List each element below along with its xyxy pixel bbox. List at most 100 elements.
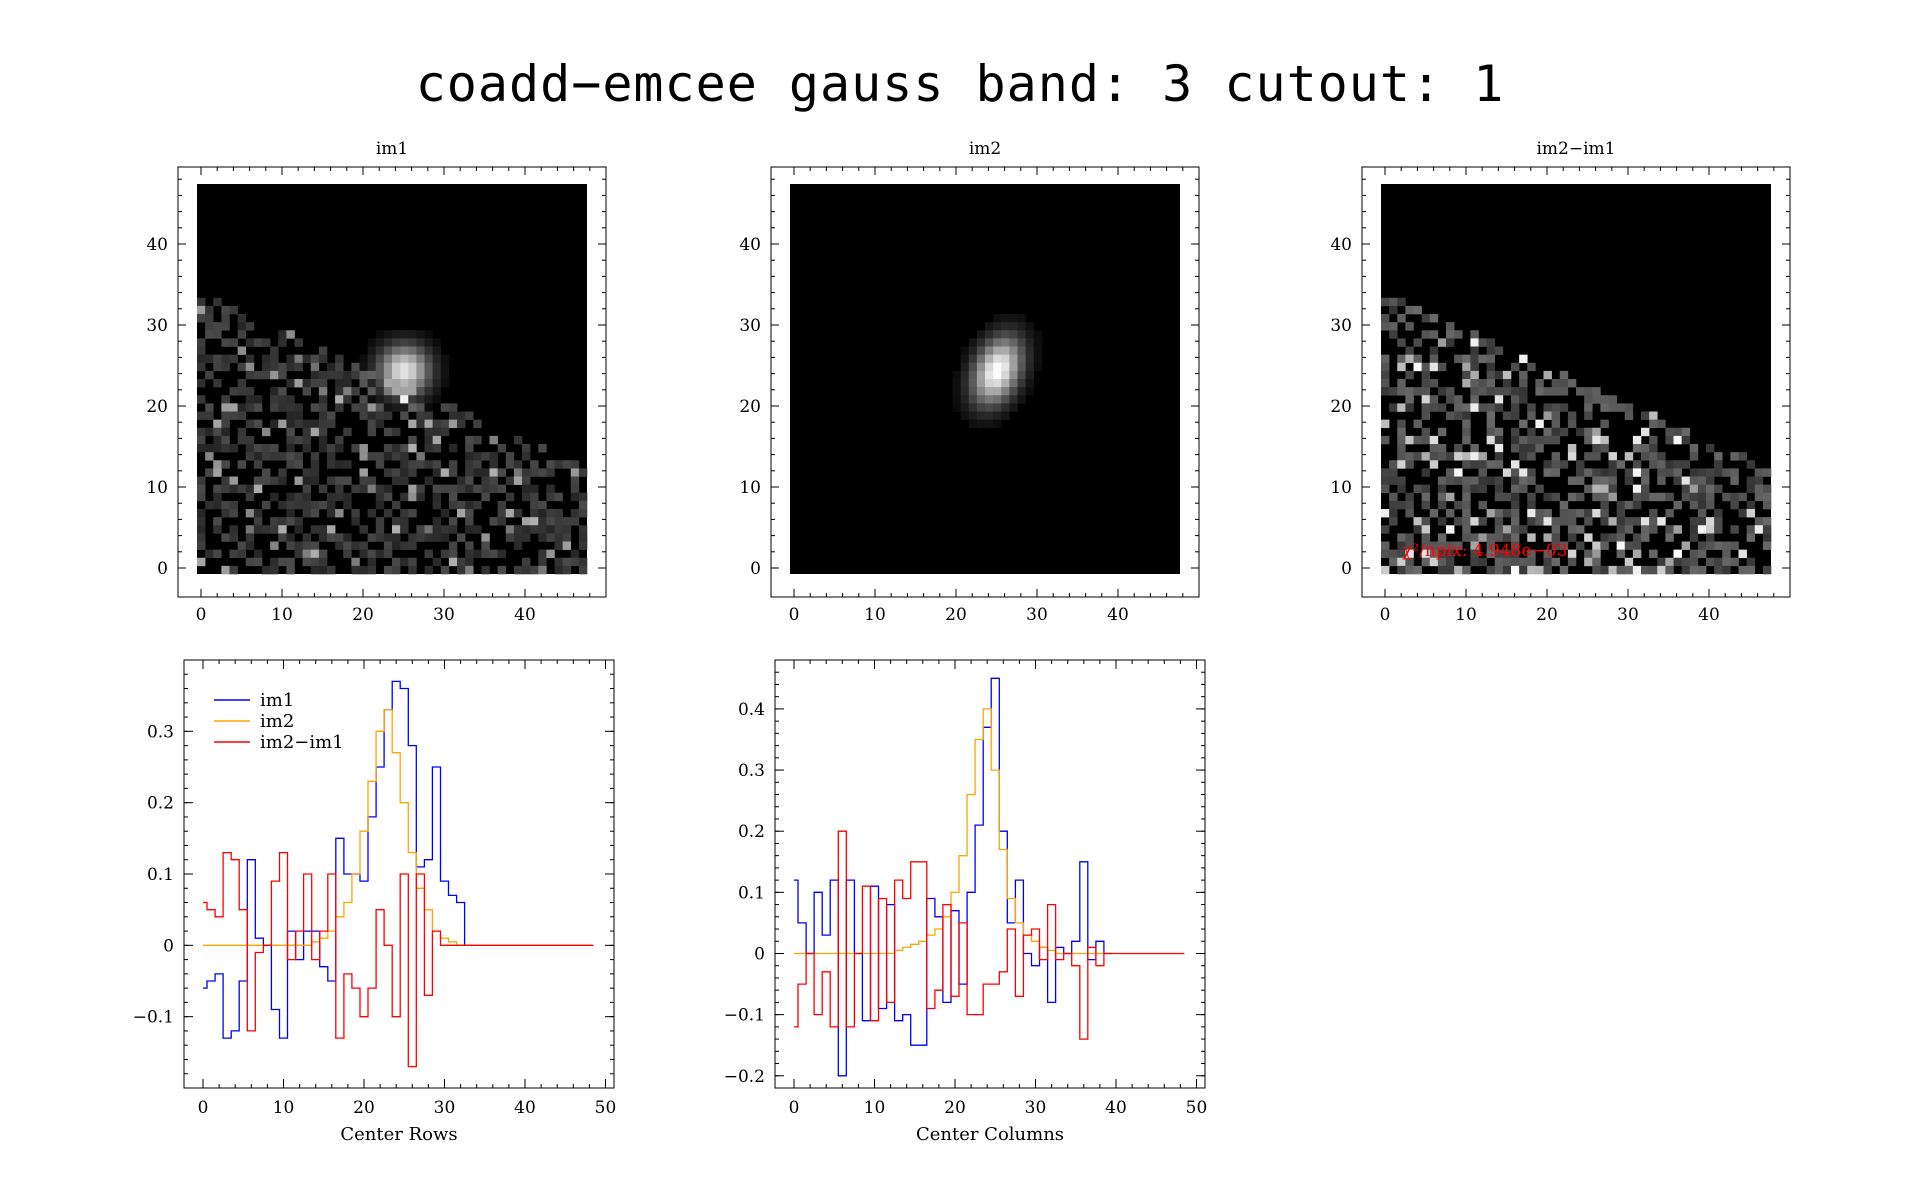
image-pixel: [327, 419, 336, 429]
image-pixel: [1009, 330, 1018, 339]
image-pixel: [513, 565, 523, 575]
image-pixel: [448, 541, 458, 550]
image-pixel: [465, 468, 474, 477]
image-pixel: [1454, 330, 1463, 339]
image-pixel: [1462, 362, 1471, 372]
x-tick-label: 30: [433, 605, 455, 625]
image-pixel: [1446, 322, 1455, 331]
image-pixel: [359, 354, 368, 364]
image-pixel: [1592, 427, 1601, 437]
image-pixel: [302, 549, 312, 559]
image-pixel: [1697, 476, 1707, 485]
image-pixel: [343, 379, 352, 388]
image-pixel: [1624, 525, 1634, 534]
image-pixel: [1454, 403, 1463, 412]
image-pixel: [367, 484, 377, 494]
image-pixel: [1405, 387, 1414, 396]
image-pixel: [408, 338, 417, 347]
image-pixel: [213, 492, 222, 502]
image-pixel: [546, 492, 555, 502]
image-pixel: [1535, 517, 1544, 526]
image-pixel: [1470, 484, 1479, 494]
image-pixel: [1421, 379, 1431, 388]
image-pixel: [1543, 533, 1552, 542]
image-pixel: [392, 533, 401, 542]
image-pixel: [278, 500, 287, 510]
image-pixel: [562, 525, 572, 534]
image-pixel: [1462, 452, 1471, 461]
image-pixel: [1519, 387, 1528, 396]
image-pixel: [400, 403, 409, 412]
series-line-0: [794, 677, 1112, 1077]
image-pixel: [359, 541, 368, 550]
image-pixel: [302, 468, 312, 477]
image-pixel: [1397, 297, 1406, 307]
image-pixel: [1624, 565, 1634, 575]
image-pixel: [1405, 533, 1414, 542]
image-pixel: [1592, 509, 1601, 518]
x-tick-label: 20: [1536, 605, 1558, 625]
image-pixel: [1706, 444, 1715, 453]
image-pixel: [481, 549, 490, 559]
image-pixel: [1511, 362, 1520, 372]
image-pixel: [318, 557, 328, 567]
image-pixel: [1681, 427, 1691, 437]
image-pixel: [1754, 525, 1764, 534]
image-pixel: [578, 500, 588, 510]
image-pixel: [1025, 354, 1035, 364]
image-pixel: [245, 435, 255, 445]
image-pixel: [253, 452, 263, 461]
image-pixel: [1397, 427, 1406, 437]
image-pixel: [457, 484, 466, 494]
image-pixel: [351, 509, 360, 518]
image-pixel: [302, 354, 312, 364]
image-pixel: [205, 354, 214, 364]
image-pixel: [237, 387, 247, 396]
image-pixel: [343, 533, 352, 542]
image-pixel: [1730, 525, 1739, 534]
image-pixel: [1681, 565, 1691, 575]
image-pixel: [229, 305, 238, 315]
image-pixel: [1437, 387, 1447, 396]
image-pixel: [497, 509, 507, 518]
image-pixel: [1673, 435, 1682, 445]
image-pixel: [1017, 322, 1026, 331]
image-pixel: [562, 565, 572, 575]
legend-label-0: im1: [260, 690, 294, 711]
image-pixel: [205, 468, 214, 477]
image-pixel: [1009, 338, 1018, 347]
image-pixel: [205, 444, 214, 453]
image-pixel: [1567, 549, 1577, 559]
image-pixel: [993, 346, 1002, 355]
image-pixel: [1437, 403, 1447, 412]
image-pixel: [424, 444, 433, 453]
image-pixel: [1462, 354, 1471, 364]
image-pixel: [465, 444, 474, 453]
image-pixel: [1738, 452, 1747, 461]
image-pixel: [1624, 557, 1634, 567]
image-pixel: [424, 395, 433, 404]
image-pixel: [408, 370, 417, 380]
image-pixel: [197, 354, 206, 364]
image-pixel: [1381, 419, 1390, 429]
image-pixel: [205, 314, 214, 323]
image-pixel: [1017, 387, 1026, 396]
image-pixel: [400, 330, 409, 339]
image-pixel: [1519, 484, 1528, 494]
image-pixel: [1389, 500, 1398, 510]
image-pixel: [473, 525, 482, 534]
image-pixel: [245, 395, 255, 404]
image-pixel: [294, 549, 303, 559]
image-pixel: [270, 541, 279, 550]
image-pixel: [1454, 468, 1463, 477]
image-pixel: [497, 565, 507, 575]
image-pixel: [1001, 411, 1010, 420]
panel-title-im1: im1: [376, 139, 408, 159]
image-pixel: [1437, 484, 1447, 494]
image-pixel: [1527, 500, 1536, 510]
y-tick-label: 0.2: [738, 822, 765, 842]
image-pixel: [383, 379, 393, 388]
image-pixel: [383, 427, 393, 437]
image-pixel: [1397, 533, 1406, 542]
image-pixel: [1381, 525, 1390, 534]
